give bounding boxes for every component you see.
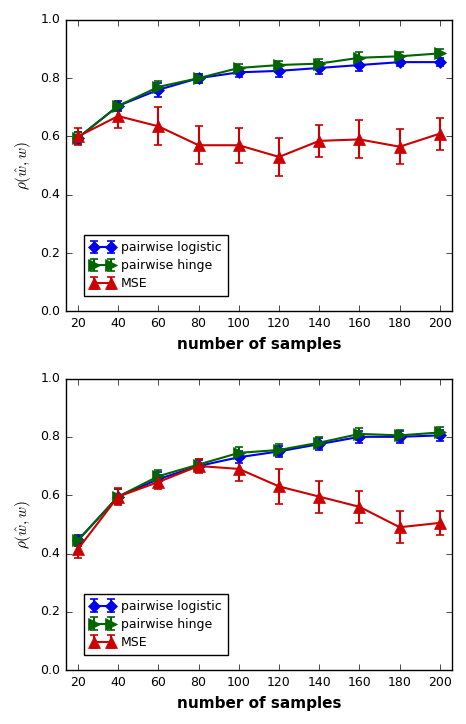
Legend: pairwise logistic, pairwise hinge, MSE: pairwise logistic, pairwise hinge, MSE [84, 594, 228, 655]
Y-axis label: $\rho(\hat{w}, w)$: $\rho(\hat{w}, w)$ [14, 500, 34, 549]
X-axis label: number of samples: number of samples [177, 337, 341, 352]
X-axis label: number of samples: number of samples [177, 696, 341, 711]
Y-axis label: $\rho(\hat{w}, w)$: $\rho(\hat{w}, w)$ [14, 141, 34, 190]
Legend: pairwise logistic, pairwise hinge, MSE: pairwise logistic, pairwise hinge, MSE [84, 235, 228, 297]
